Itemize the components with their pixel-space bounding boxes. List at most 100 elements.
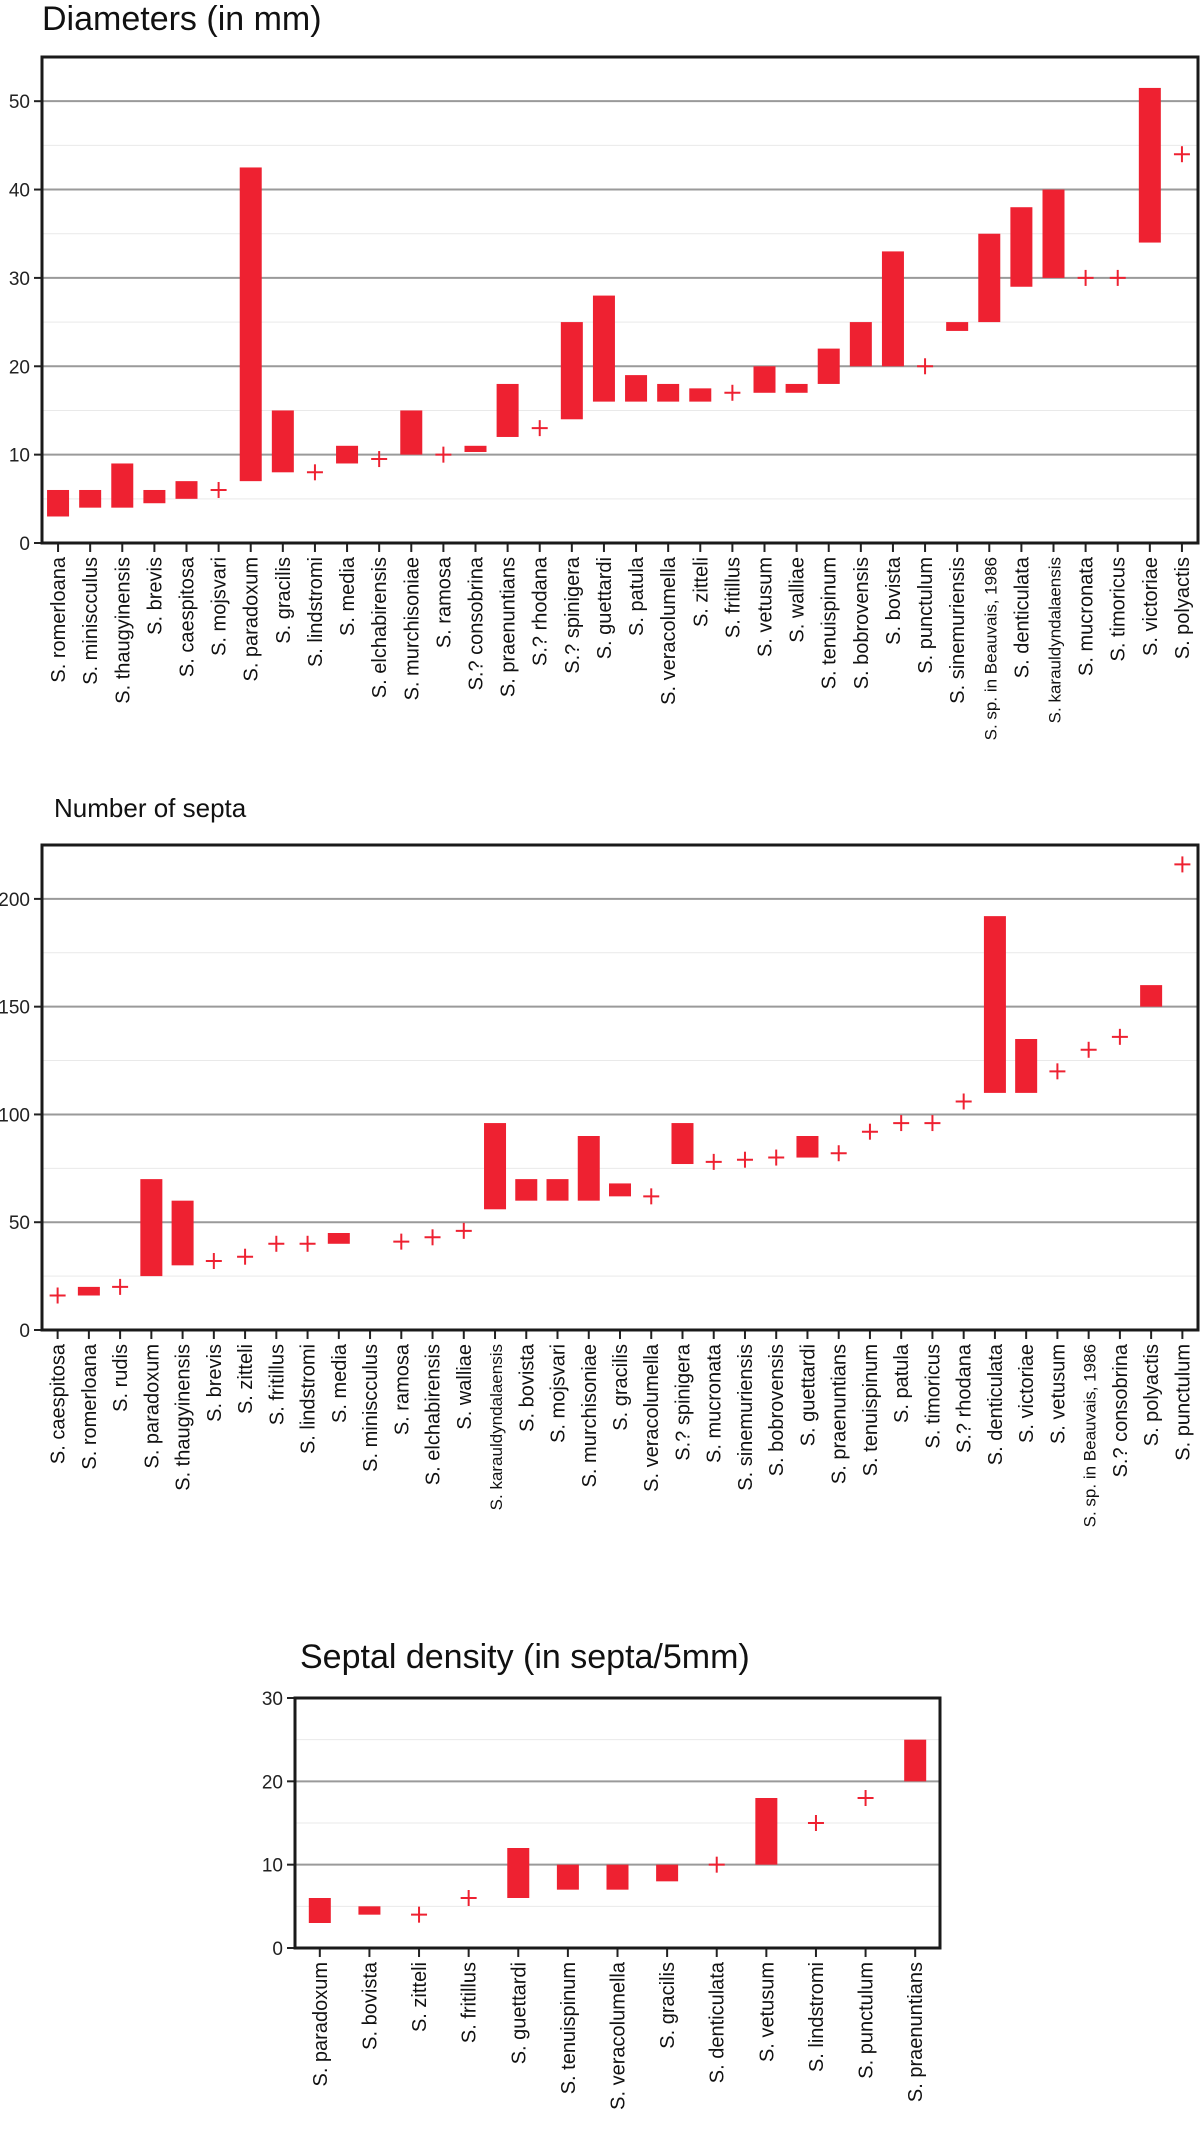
diameters-point-marker xyxy=(210,481,227,498)
septa-point-marker xyxy=(1111,1028,1128,1045)
septa-range-bar xyxy=(484,1123,507,1210)
septa-category-label: S. caespitosa xyxy=(48,1343,70,1464)
diameters-range-bar xyxy=(47,489,70,517)
diameters-range-bar xyxy=(1138,87,1161,243)
septa-category-label: S. romerloana xyxy=(79,1343,101,1469)
diameters-range-bar xyxy=(753,366,776,393)
septa-category-label: S. brevis xyxy=(204,1344,226,1422)
septa-plot-frame xyxy=(40,843,1200,1332)
septa-point-marker xyxy=(924,1115,941,1132)
diameters-category-label: S. veracolumella xyxy=(658,556,680,705)
diameters-category-label: S.? spinigera xyxy=(562,556,584,674)
septa-range-bar xyxy=(1140,985,1163,1007)
density-range-bar xyxy=(358,1906,381,1915)
septa-point-marker xyxy=(112,1278,129,1295)
septa-category-label: S. karauldyndalaensis xyxy=(487,1344,506,1510)
density-range-bar xyxy=(606,1864,629,1890)
septa-chart: 0 50 100 150 200 S. caespitosa S. romerloana S.… xyxy=(0,843,1200,1527)
diameters-category-label: S. praenuntians xyxy=(498,557,520,697)
septa-point-marker xyxy=(455,1222,472,1239)
septa-point-marker xyxy=(768,1149,785,1166)
septa-range-bar xyxy=(577,1136,600,1201)
septa-category-label: S. paradoxum xyxy=(141,1344,163,1469)
septa-category-label: S. walliae xyxy=(454,1344,476,1430)
septa-category-label: S.? rhodana xyxy=(954,1343,976,1453)
diameters-range-bar xyxy=(1010,207,1033,287)
diameters-range-bar xyxy=(817,348,840,384)
density-range-bar xyxy=(904,1739,927,1782)
septa-category-label: S. patula xyxy=(891,1343,913,1423)
density-point-marker xyxy=(411,1906,428,1923)
density-point-marker xyxy=(460,1890,477,1906)
diameters-chart-title: Diameters (in mm) xyxy=(42,0,322,38)
septa-category-label: S. bobrovensis xyxy=(766,1344,788,1476)
diameters-category-label: S. gracilis xyxy=(273,557,295,644)
diameters-category-label: S. sp. in Beauvais, 1986 xyxy=(981,557,1000,740)
density-chart: 0 10 20 30 S. paradoxum S. bovista S. zitteli S… xyxy=(262,1689,942,2110)
septa-range-bar xyxy=(327,1233,350,1244)
septa-point-marker xyxy=(237,1248,254,1265)
diameters-category-label: S.? rhodana xyxy=(530,556,552,666)
septa-category-label: S. mojsvari xyxy=(548,1344,570,1443)
septa-category-label: S. victoriae xyxy=(1016,1344,1038,1443)
septa-point-marker xyxy=(393,1233,410,1250)
diameters-range-bar xyxy=(336,445,359,464)
septa-range-bar xyxy=(546,1179,569,1201)
septa-point-marker xyxy=(1049,1063,1066,1080)
septa-point-marker xyxy=(736,1151,753,1168)
diameters-category-label: S. ramosa xyxy=(433,556,455,648)
density-y-tick-label: 20 xyxy=(262,1772,283,1793)
density-y-tick-label: 10 xyxy=(262,1856,283,1877)
diameters-range-bar xyxy=(689,388,712,402)
diameters-range-bar xyxy=(111,463,134,508)
diameters-point-marker xyxy=(306,464,323,481)
septa-point-marker xyxy=(299,1235,316,1252)
septa-category-label: S. bovista xyxy=(516,1343,538,1432)
septa-category-label: S. lindstromi xyxy=(298,1344,320,1454)
diameters-range-bar xyxy=(239,167,262,482)
diameters-category-label: S. denticulata xyxy=(1011,556,1033,678)
septa-point-marker xyxy=(893,1115,910,1132)
diameters-point-marker xyxy=(917,358,934,375)
septa-point-marker xyxy=(424,1229,441,1246)
diameters-y-tick-label: 50 xyxy=(9,92,30,113)
density-y-tick-label: 30 xyxy=(262,1689,283,1710)
diameters-category-label: S. fritillus xyxy=(722,557,744,638)
septa-category-label: S. tenuispinum xyxy=(860,1344,882,1476)
diameters-range-bar xyxy=(143,489,166,504)
septa-category-label: S. guettardi xyxy=(797,1344,819,1446)
septa-point-marker xyxy=(643,1188,660,1205)
septa-point-marker xyxy=(268,1235,285,1252)
diameters-plot-frame xyxy=(40,55,1200,545)
diameters-category-label: S. zitteli xyxy=(690,557,712,627)
septa-range-bar xyxy=(515,1179,538,1201)
septa-point-marker xyxy=(205,1253,222,1270)
diameters-category-label: S. mojsvari xyxy=(209,557,231,656)
septa-range-bar xyxy=(77,1286,100,1296)
septa-category-label: S. mucronata xyxy=(704,1343,726,1463)
septa-category-label: S. thaugyinensis xyxy=(173,1344,195,1491)
septa-category-label: S.? consobrina xyxy=(1110,1343,1132,1477)
diameters-category-label: S. karauldyndalaensis xyxy=(1046,557,1065,723)
diameters-category-label: S. tenuispinum xyxy=(819,557,841,689)
density-plot-frame xyxy=(293,1696,942,1950)
septa-category-label: S. veracolumella xyxy=(641,1343,663,1492)
diameters-range-bar xyxy=(625,375,648,402)
diameters-range-bar xyxy=(496,383,519,437)
diameters-range-bar xyxy=(785,383,808,393)
septa-y-tick-label: 200 xyxy=(0,890,30,911)
diameters-y-tick-label: 0 xyxy=(19,534,30,555)
density-category-label: S. denticulata xyxy=(707,1961,729,2083)
septa-point-marker xyxy=(861,1123,878,1140)
septa-category-label: S. zitteli xyxy=(235,1344,257,1414)
diameters-range-bar xyxy=(1042,189,1065,278)
diameters-category-label: S. lindstromi xyxy=(305,557,327,667)
septa-category-label: S. gracilis xyxy=(610,1344,632,1431)
diameters-chart: 0 10 20 30 40 50 S. romerloana S. miniscculus S.… xyxy=(9,55,1200,740)
septa-category-label: S. elchabirensis xyxy=(423,1344,445,1485)
septa-category-label: S. vetusum xyxy=(1047,1344,1069,1444)
diameters-category-label: S. bovista xyxy=(883,556,905,645)
septa-category-label: S. media xyxy=(329,1343,351,1423)
diameters-range-bar xyxy=(79,489,102,508)
